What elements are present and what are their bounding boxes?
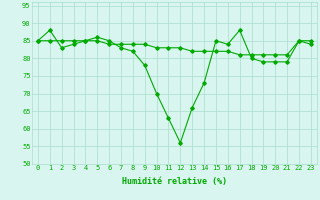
X-axis label: Humidité relative (%): Humidité relative (%) [122, 177, 227, 186]
